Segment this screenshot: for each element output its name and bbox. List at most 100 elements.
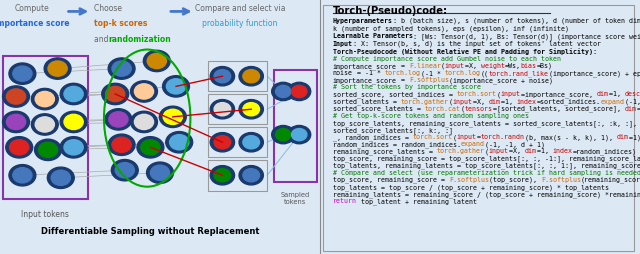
Text: Input tokens: Input tokens [21, 210, 68, 218]
Circle shape [239, 166, 264, 185]
Text: =random_indices): =random_indices) [573, 148, 637, 155]
Text: tensors: tensors [465, 106, 493, 112]
Circle shape [272, 125, 294, 144]
Text: (-1, -1, d + 1): (-1, -1, d + 1) [485, 141, 545, 148]
Bar [208, 61, 268, 91]
Text: k (number of sampled tokens), eps (epsilon), inf (infinite): k (number of sampled tokens), eps (epsil… [333, 25, 569, 32]
Text: (: ( [497, 91, 501, 98]
Circle shape [108, 58, 135, 79]
Circle shape [35, 117, 54, 132]
Text: # Compute importance score add Gumbel noise to each token: # Compute importance score add Gumbel no… [333, 56, 561, 62]
Text: torch.gather: torch.gather [437, 148, 485, 154]
Circle shape [35, 139, 61, 161]
Text: remaining_score_latents =: remaining_score_latents = [333, 148, 437, 155]
Text: _, random_indices =: _, random_indices = [333, 134, 413, 141]
Text: expand: expand [461, 141, 485, 147]
Text: Differentiable Sampling without Replacement: Differentiable Sampling without Replacem… [41, 227, 260, 236]
Text: =[sorted_latents, sorted_score],: =[sorted_latents, sorted_score], [493, 106, 625, 113]
Circle shape [147, 162, 173, 183]
Text: Torch-Pseudocode (Without Relative PE and Padding for Simplicity):: Torch-Pseudocode (Without Relative PE an… [333, 48, 596, 55]
Circle shape [47, 167, 74, 188]
Text: : b (batch size), s (number of tokens), d (number of token dimensions),: : b (batch size), s (number of tokens), … [393, 18, 640, 24]
Text: sorted_score, sorted_indices =: sorted_score, sorted_indices = [333, 91, 457, 98]
Text: (-1 *: (-1 * [421, 70, 445, 77]
Text: descending: descending [625, 91, 640, 98]
Text: index: index [517, 99, 537, 105]
Bar [274, 70, 317, 182]
Circle shape [243, 70, 260, 83]
Text: =1,: =1, [537, 148, 553, 154]
Circle shape [243, 103, 260, 116]
Text: weight: weight [481, 63, 505, 69]
Text: =Bs): =Bs) [537, 63, 553, 70]
Circle shape [105, 109, 132, 130]
Circle shape [211, 100, 235, 119]
Circle shape [6, 114, 26, 130]
Circle shape [109, 112, 128, 127]
Circle shape [35, 91, 54, 107]
Circle shape [214, 103, 231, 116]
Text: Compare and select via: Compare and select via [195, 4, 285, 13]
Circle shape [214, 136, 231, 149]
Circle shape [292, 129, 307, 141]
Text: =X,: =X, [465, 63, 481, 69]
Text: randomization: randomization [109, 35, 172, 44]
Circle shape [108, 134, 135, 155]
Text: =1,: =1, [500, 99, 517, 105]
Text: =Ws,: =Ws, [505, 63, 521, 69]
Text: torch.gather: torch.gather [401, 99, 449, 105]
Text: # Get top-k-score tokens and random sampling ones: # Get top-k-score tokens and random samp… [333, 113, 529, 119]
Circle shape [9, 165, 36, 186]
Text: # Compare and select (use reparameterization trick if hard sampling is needed): # Compare and select (use reparameteriza… [333, 170, 640, 176]
Circle shape [38, 142, 58, 157]
Text: =2): =2) [637, 106, 640, 112]
Text: Learnable Parameters: Learnable Parameters [333, 33, 413, 39]
Circle shape [13, 66, 32, 81]
Text: sorted_score_latents[:, k:, :]: sorted_score_latents[:, k:, :] [333, 127, 453, 134]
Text: return: return [333, 198, 357, 204]
Text: (: ( [449, 99, 453, 105]
Circle shape [64, 140, 83, 155]
Text: =X,: =X, [473, 99, 489, 105]
Circle shape [112, 61, 131, 76]
Text: dim: dim [489, 99, 500, 105]
Text: dim: dim [625, 106, 637, 112]
Circle shape [163, 109, 182, 124]
Text: torch.rand_like: torch.rand_like [489, 70, 548, 77]
Text: =: = [477, 134, 481, 140]
Circle shape [64, 86, 83, 102]
Circle shape [150, 165, 170, 180]
Bar [208, 127, 268, 157]
Circle shape [147, 53, 166, 69]
Text: remaining_latents = remaining_score / (top_score + remaining_score) *remaining_l: remaining_latents = remaining_score / (t… [333, 191, 640, 198]
Text: F.softplus: F.softplus [449, 177, 489, 183]
Circle shape [275, 85, 291, 98]
Circle shape [102, 83, 129, 105]
Circle shape [60, 83, 87, 105]
Circle shape [211, 67, 235, 86]
Circle shape [13, 168, 32, 183]
Text: noise: noise [333, 70, 353, 76]
Text: Input: Input [333, 41, 353, 47]
Circle shape [31, 88, 58, 110]
Text: torch.cat: torch.cat [425, 106, 461, 112]
Text: random_indices = random_indices.: random_indices = random_indices. [333, 141, 461, 148]
Circle shape [6, 89, 26, 104]
Circle shape [3, 86, 29, 107]
Text: importance_score: importance_score [333, 63, 397, 70]
Text: torch.log: torch.log [445, 70, 481, 76]
Text: = -1 *: = -1 * [353, 70, 385, 76]
Text: (: ( [453, 134, 457, 141]
Circle shape [10, 140, 29, 155]
Text: Torch-(Pseudo)code:: Torch-(Pseudo)code: [333, 6, 448, 16]
Circle shape [3, 111, 29, 133]
Text: dim: dim [596, 91, 609, 98]
Bar [208, 94, 268, 124]
Text: sorted_score_latents =: sorted_score_latents = [333, 106, 425, 112]
Text: torch.sort: torch.sort [457, 91, 497, 98]
Circle shape [134, 84, 154, 99]
Circle shape [9, 63, 36, 84]
Text: =X,: =X, [509, 148, 525, 154]
Circle shape [214, 70, 231, 83]
Circle shape [6, 137, 33, 158]
